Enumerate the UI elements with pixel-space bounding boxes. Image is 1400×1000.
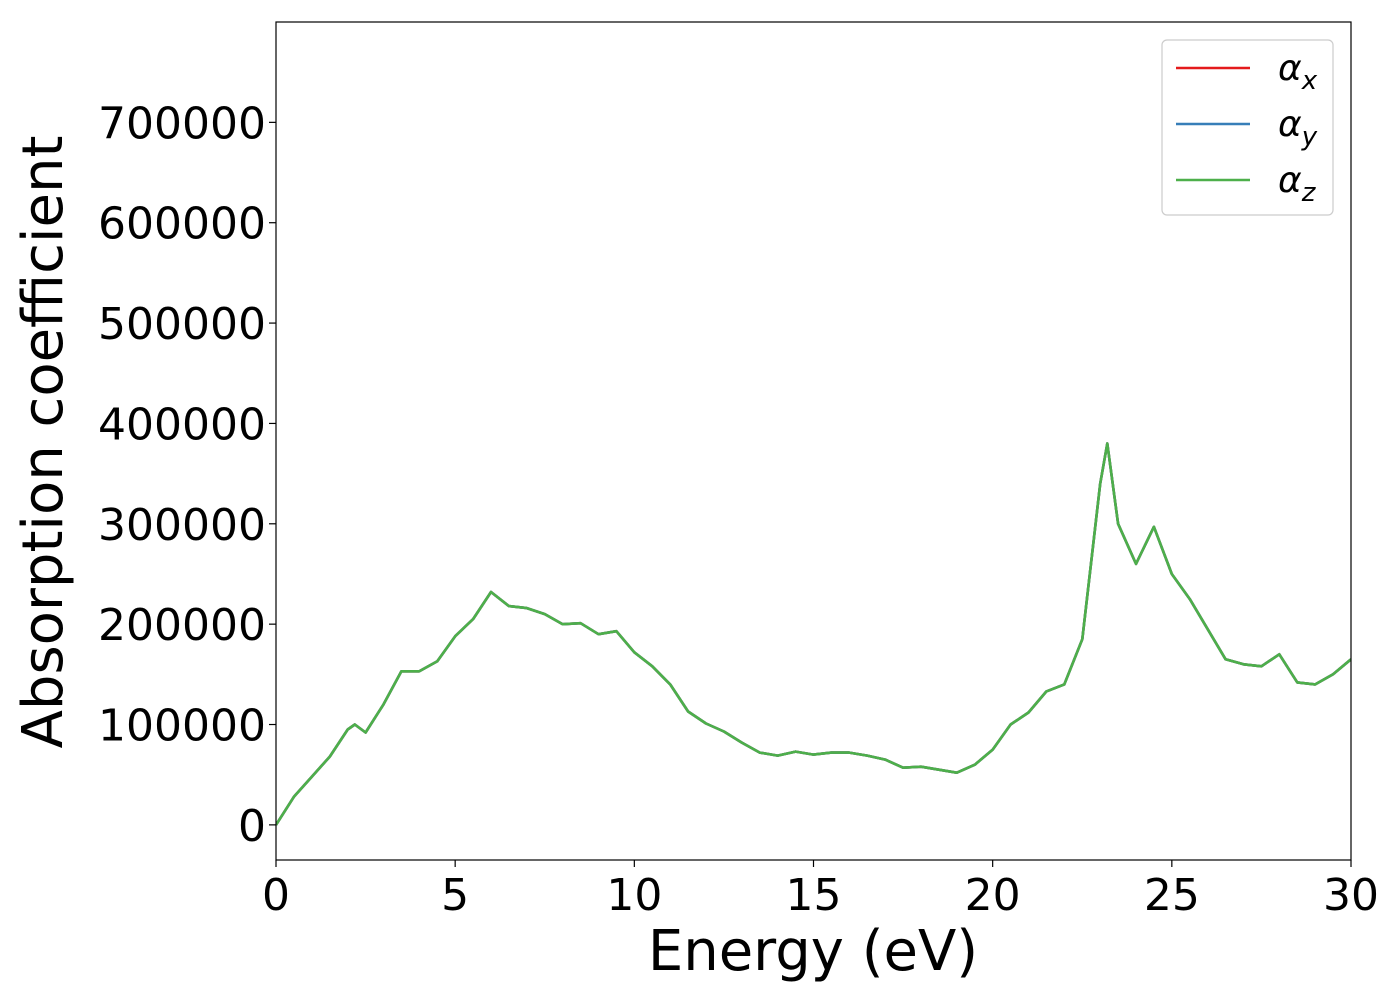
series-line-0 xyxy=(276,442,1351,826)
legend-box xyxy=(1161,39,1334,216)
x-tick-label: 20 xyxy=(965,870,1021,921)
y-tick-label: 700000 xyxy=(98,98,266,149)
x-tick-label: 15 xyxy=(786,870,842,921)
x-tick-label: 25 xyxy=(1144,870,1200,921)
y-tick-label: 600000 xyxy=(98,199,266,250)
legend-label: αz xyxy=(1278,160,1317,208)
y-axis-ticks: 0 100000 200000 300000 400000 500000 600000 700… xyxy=(98,98,276,852)
x-tick-label: 0 xyxy=(262,870,290,921)
y-tick-label: 0 xyxy=(238,801,266,852)
y-tick-label: 500000 xyxy=(98,299,266,350)
series-line-1 xyxy=(276,442,1351,826)
legend-label: αx xyxy=(1278,48,1318,96)
y-tick-label: 400000 xyxy=(98,399,266,450)
x-tick-label: 30 xyxy=(1323,870,1379,921)
x-axis-label: Energy (eV) xyxy=(648,919,978,984)
x-tick-label: 10 xyxy=(606,870,662,921)
legend-label: αy xyxy=(1278,104,1318,152)
y-axis-label: Absorption coefficient xyxy=(11,136,76,749)
series-line-2 xyxy=(276,442,1351,826)
x-tick-label: 5 xyxy=(441,870,469,921)
y-tick-label: 200000 xyxy=(98,600,266,651)
y-tick-label: 300000 xyxy=(98,500,266,551)
y-tick-label: 100000 xyxy=(98,701,266,752)
x-axis-ticks: 0 5 10 15 20 25 30 xyxy=(262,860,1379,921)
legend: αx αy αz xyxy=(1161,39,1334,216)
